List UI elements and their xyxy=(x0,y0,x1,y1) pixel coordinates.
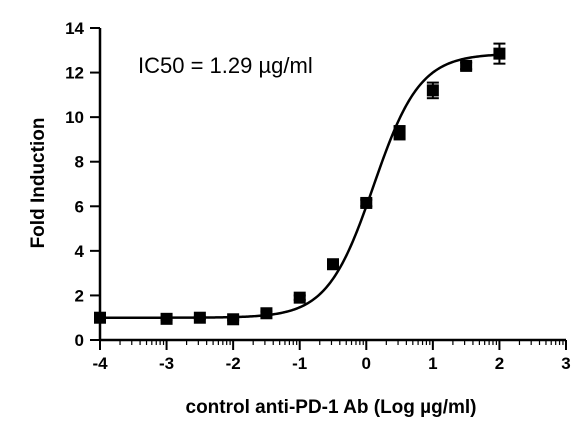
point-marker xyxy=(327,258,339,271)
x-tick-label: -1 xyxy=(292,354,307,373)
data-point xyxy=(493,42,506,65)
point-marker xyxy=(460,59,473,72)
data-point xyxy=(426,81,439,100)
x-tick-label: -2 xyxy=(226,354,241,373)
x-tick-label: 3 xyxy=(561,354,570,373)
data-point xyxy=(360,196,373,209)
data-point xyxy=(227,313,240,326)
data-point xyxy=(327,258,339,271)
ic50-annotation: IC50 = 1.29 µg/ml xyxy=(138,53,313,78)
x-tick-label: -4 xyxy=(92,354,108,373)
data-point xyxy=(160,312,173,325)
x-tick-label: 0 xyxy=(362,354,371,373)
y-tick-label: 2 xyxy=(75,286,84,305)
y-tick-label: 6 xyxy=(75,197,84,216)
point-marker xyxy=(393,126,406,139)
data-point xyxy=(460,59,473,72)
x-tick-label: 1 xyxy=(428,354,437,373)
data-points xyxy=(94,42,506,326)
y-tick-label: 8 xyxy=(75,153,84,172)
y-tick-label: 12 xyxy=(65,64,84,83)
y-tick-label: 0 xyxy=(75,331,84,350)
data-point xyxy=(193,311,206,324)
point-marker xyxy=(260,307,273,320)
y-tick-label: 14 xyxy=(65,19,84,38)
y-tick-label: 10 xyxy=(65,108,84,127)
point-marker xyxy=(227,313,240,326)
x-tick-label: -3 xyxy=(159,354,174,373)
fit-curve xyxy=(100,53,500,319)
point-marker xyxy=(160,312,173,325)
data-point xyxy=(393,125,406,141)
y-tick-label: 4 xyxy=(75,242,85,261)
x-axis-title: control anti-PD-1 Ab (Log µg/ml) xyxy=(186,397,477,418)
point-marker xyxy=(293,291,306,304)
point-marker xyxy=(94,311,106,324)
axes xyxy=(90,27,567,350)
data-point xyxy=(94,311,106,324)
point-marker xyxy=(426,84,439,97)
data-point xyxy=(260,307,273,320)
point-marker xyxy=(493,47,506,60)
y-axis-title: Fold Induction xyxy=(28,118,49,249)
x-tick-label: 2 xyxy=(495,354,504,373)
data-point xyxy=(293,291,306,304)
point-marker xyxy=(193,311,206,324)
point-marker xyxy=(360,196,373,209)
